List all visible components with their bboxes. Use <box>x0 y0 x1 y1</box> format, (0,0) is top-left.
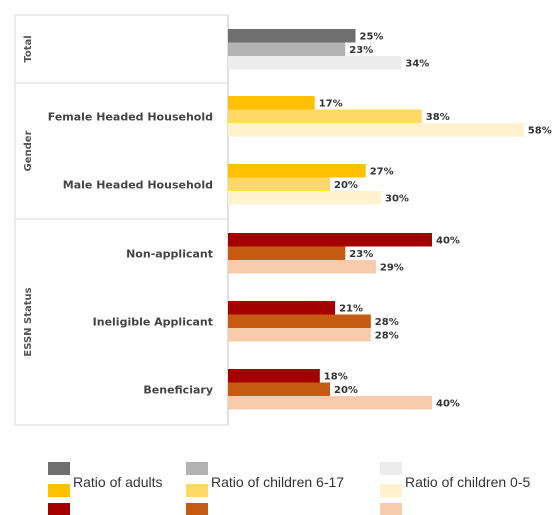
data-label: 38% <box>426 112 450 123</box>
data-label: 30% <box>385 194 409 205</box>
bar <box>228 246 346 260</box>
legend-label: Ratio of children 0-5 <box>405 474 531 490</box>
legend-label: Ratio of adults <box>73 474 163 490</box>
bar <box>228 56 402 70</box>
bar <box>228 233 432 247</box>
bar <box>228 96 315 110</box>
bar <box>228 369 320 383</box>
bar <box>228 382 330 396</box>
bar <box>228 109 422 123</box>
bar <box>228 260 376 274</box>
category-label: Beneficiary <box>143 383 213 396</box>
data-label: 40% <box>436 236 460 247</box>
data-label: 23% <box>349 45 373 56</box>
legend-swatch <box>48 462 70 475</box>
group-label: Gender <box>23 130 34 171</box>
legend-swatch <box>380 484 402 497</box>
bar <box>228 29 356 43</box>
data-label: 23% <box>349 249 373 260</box>
data-label: 28% <box>375 317 399 328</box>
data-label: 20% <box>334 180 358 191</box>
legend-swatch <box>186 503 208 515</box>
data-label: 34% <box>405 59 429 70</box>
data-label: 40% <box>436 399 460 410</box>
data-label: 27% <box>370 167 394 178</box>
data-label: 29% <box>380 263 404 274</box>
legend-swatch <box>186 484 208 497</box>
data-label: 58% <box>528 126 552 137</box>
bar <box>228 164 366 178</box>
data-label: 20% <box>334 385 358 396</box>
category-label: Male Headed Household <box>63 178 213 191</box>
legend-swatch <box>48 484 70 497</box>
legend-swatch <box>48 503 70 515</box>
bar <box>228 191 381 205</box>
data-label: 18% <box>324 372 348 383</box>
category-label: Female Headed Household <box>48 110 213 123</box>
group-label: Total <box>23 35 34 62</box>
bar <box>228 301 336 315</box>
data-label: 25% <box>360 32 384 43</box>
legend-swatch <box>380 462 402 475</box>
category-label: Ineligible Applicant <box>93 315 213 328</box>
data-label: 21% <box>339 304 363 315</box>
bar <box>228 123 524 137</box>
legend-swatch <box>186 462 208 475</box>
group-label: ESSN Status <box>23 287 34 356</box>
bar <box>228 328 371 342</box>
bar <box>228 314 371 328</box>
legend-label: Ratio of children 6-17 <box>211 474 344 490</box>
bar <box>228 396 432 410</box>
legend-swatch <box>380 503 402 515</box>
data-label: 17% <box>319 99 343 110</box>
category-label: Non-applicant <box>126 247 213 260</box>
bar <box>228 177 330 191</box>
bar <box>228 42 346 56</box>
data-label: 28% <box>375 331 399 342</box>
